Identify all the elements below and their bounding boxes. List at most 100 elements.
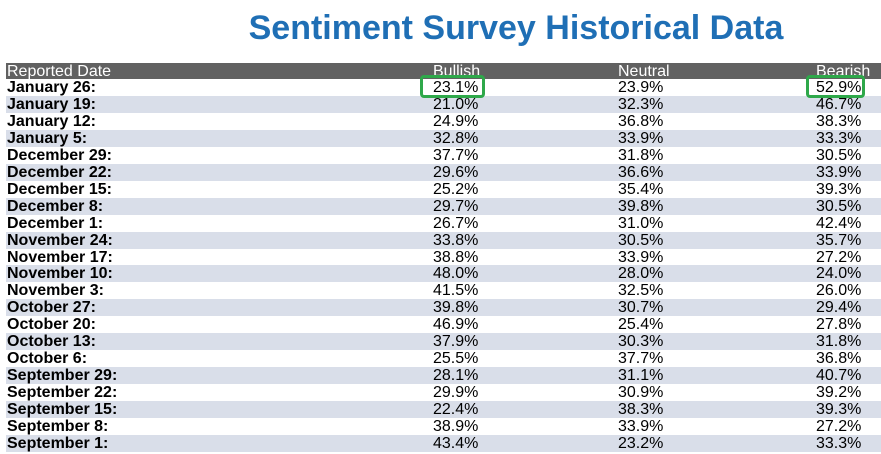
bullish-cell: 29.6% — [433, 163, 479, 181]
table-row: December 22: 29.6% 36.6% 33.9% — [6, 163, 881, 181]
bearish-cell: 33.9% — [816, 163, 862, 181]
bearish-cell: 27.2% — [816, 418, 862, 436]
bullish-cell: 22.4% — [433, 401, 479, 419]
neutral-cell: 31.1% — [618, 367, 664, 385]
date-cell: September 8: — [7, 418, 109, 436]
bearish-cell: 29.4% — [816, 299, 862, 317]
table-row: September 22: 29.9% 30.9% 39.2% — [6, 384, 881, 401]
table-row: January 5: 32.8% 33.9% 33.3% — [6, 129, 881, 147]
bearish-cell: 35.7% — [816, 231, 862, 249]
bearish-cell: 31.8% — [816, 333, 862, 351]
neutral-cell: 33.9% — [618, 129, 664, 147]
bullish-cell: 32.8% — [433, 129, 479, 147]
date-cell: December 15: — [7, 180, 112, 198]
date-cell: December 8: — [7, 197, 104, 215]
neutral-cell: 28.0% — [618, 265, 664, 283]
neutral-cell: 33.9% — [618, 248, 664, 266]
table-row: September 1: 43.4% 23.2% 33.3% — [6, 435, 881, 452]
bullish-cell: 39.8% — [433, 299, 479, 317]
neutral-cell: 35.4% — [618, 180, 664, 198]
table-row: October 6: 25.5% 37.7% 36.8% — [6, 350, 881, 367]
date-cell: November 10: — [7, 265, 113, 283]
date-cell: October 6: — [7, 350, 88, 368]
neutral-cell: 23.9% — [618, 79, 664, 96]
neutral-cell: 31.0% — [618, 214, 664, 232]
neutral-cell: 25.4% — [618, 316, 664, 334]
neutral-cell: 33.9% — [618, 418, 664, 436]
bullish-cell: 24.9% — [433, 112, 479, 130]
date-cell: December 1: — [7, 214, 104, 232]
date-cell: September 22: — [7, 384, 118, 402]
bearish-cell: 24.0% — [816, 265, 862, 283]
neutral-cell: 30.9% — [618, 384, 664, 402]
bearish-cell: 33.3% — [816, 129, 862, 147]
bearish-cell: 40.7% — [816, 367, 862, 385]
table-row: October 27: 39.8% 30.7% 29.4% — [6, 299, 881, 316]
bullish-cell: 26.7% — [433, 214, 479, 232]
date-cell: November 24: — [7, 231, 113, 249]
neutral-cell: 38.3% — [618, 401, 664, 419]
bearish-cell: 42.4% — [816, 214, 862, 232]
table-row: January 26: 23.1% 23.9% 52.9% — [6, 79, 881, 96]
bullish-cell: 25.5% — [433, 350, 479, 368]
bearish-cell: 36.8% — [816, 350, 862, 368]
date-cell: January 26: — [7, 79, 96, 96]
neutral-cell: 23.2% — [618, 435, 664, 453]
date-cell: October 13: — [7, 333, 96, 351]
neutral-cell: 36.8% — [618, 112, 664, 130]
neutral-cell: 36.6% — [618, 163, 664, 181]
bearish-highlight-box — [806, 75, 865, 98]
table-row: September 15: 22.4% 38.3% 39.3% — [6, 401, 881, 418]
date-cell: October 27: — [7, 299, 96, 317]
bullish-cell: 46.9% — [433, 316, 479, 334]
bullish-cell: 28.1% — [433, 367, 479, 385]
bearish-cell: 39.3% — [816, 401, 862, 419]
sentiment-table: Reported Date Bullish Neutral Bearish Ja… — [6, 63, 881, 452]
table-row: October 20: 46.9% 25.4% 27.8% — [6, 316, 881, 333]
bullish-cell: 38.8% — [433, 248, 479, 266]
date-cell: September 15: — [7, 401, 118, 419]
bearish-cell: 52.9% — [816, 79, 862, 96]
neutral-cell: 32.3% — [618, 95, 664, 113]
date-cell: November 3: — [7, 282, 104, 300]
bearish-cell: 27.8% — [816, 316, 862, 334]
neutral-cell: 30.3% — [618, 333, 664, 351]
neutral-cell: 37.7% — [618, 350, 664, 368]
table-body: January 26: 23.1% 23.9% 52.9% January 19: 21.… — [6, 79, 881, 452]
bullish-cell: 48.0% — [433, 265, 479, 283]
bearish-cell: 27.2% — [816, 248, 862, 266]
bullish-cell: 37.9% — [433, 333, 479, 351]
bullish-cell: 29.7% — [433, 197, 479, 215]
date-cell: September 1: — [7, 435, 109, 453]
bullish-cell: 43.4% — [433, 435, 479, 453]
bullish-cell: 33.8% — [433, 231, 479, 249]
bullish-cell: 38.9% — [433, 418, 479, 436]
date-cell: October 20: — [7, 316, 96, 334]
table-row: January 12: 24.9% 36.8% 38.3% — [6, 113, 881, 130]
table-row: December 8: 29.7% 39.8% 30.5% — [6, 197, 881, 215]
bullish-cell: 37.7% — [433, 146, 479, 164]
bearish-cell: 46.7% — [816, 95, 862, 113]
table-row: November 24: 33.8% 30.5% 35.7% — [6, 231, 881, 249]
bullish-highlight-box — [420, 75, 485, 98]
column-header-reported-date: Reported Date — [7, 63, 112, 79]
page-title: Sentiment Survey Historical Data — [248, 9, 784, 47]
neutral-cell: 30.7% — [618, 299, 664, 317]
column-header-neutral: Neutral — [618, 63, 670, 79]
table-row: September 29: 28.1% 31.1% 40.7% — [6, 367, 881, 384]
bearish-cell: 33.3% — [816, 435, 862, 453]
date-cell: January 5: — [7, 129, 88, 147]
bearish-cell: 39.3% — [816, 180, 862, 198]
table-row: October 13: 37.9% 30.3% 31.8% — [6, 333, 881, 350]
date-cell: December 29: — [7, 146, 112, 164]
neutral-cell: 39.8% — [618, 197, 664, 215]
date-cell: November 17: — [7, 248, 113, 266]
neutral-cell: 32.5% — [618, 282, 664, 300]
bullish-cell: 29.9% — [433, 384, 479, 402]
bearish-cell: 30.5% — [816, 146, 862, 164]
bullish-cell: 23.1% — [433, 79, 479, 96]
bullish-cell: 21.0% — [433, 95, 479, 113]
bullish-cell: 25.2% — [433, 180, 479, 198]
table-row: November 3: 41.5% 32.5% 26.0% — [6, 282, 881, 299]
date-cell: September 29: — [7, 367, 118, 385]
